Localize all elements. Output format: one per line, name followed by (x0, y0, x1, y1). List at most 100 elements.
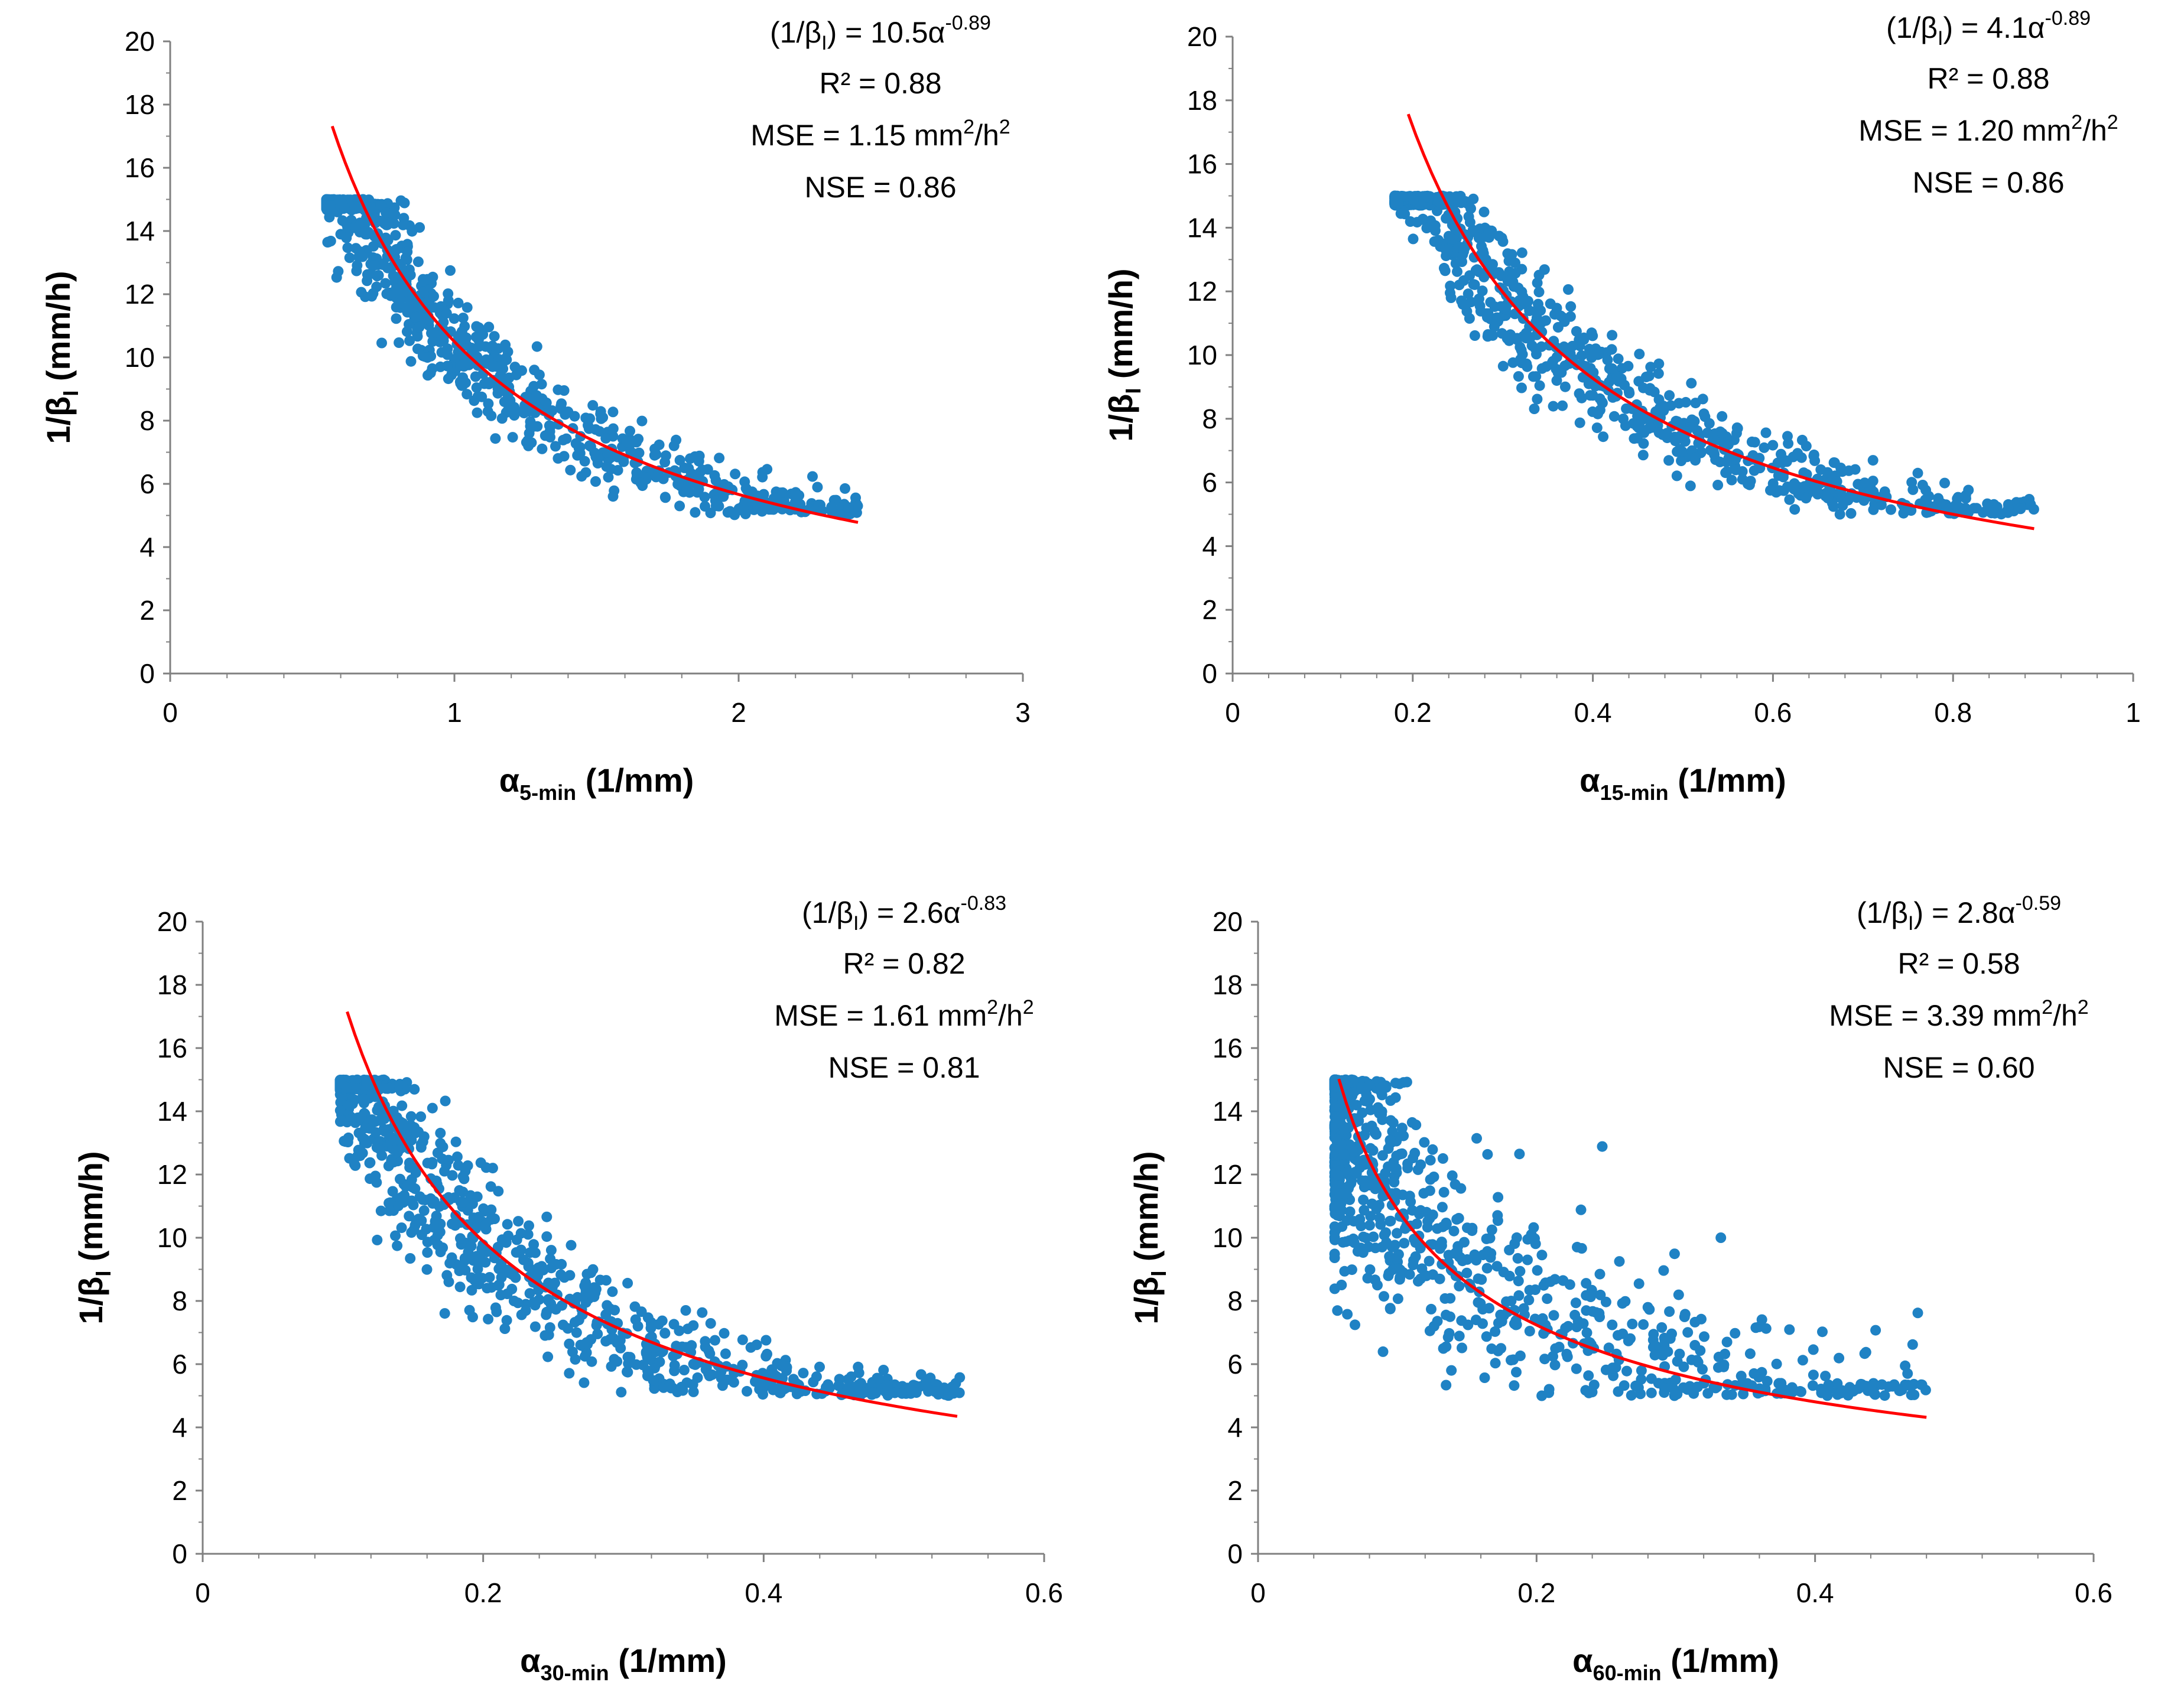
data-point (536, 379, 547, 390)
data-point (1364, 1264, 1376, 1275)
data-point (584, 440, 595, 451)
data-point (757, 471, 768, 483)
y-tick-label: 12 (1213, 1159, 1243, 1190)
data-point (574, 448, 586, 459)
data-point (697, 1307, 708, 1318)
fit-curve (1406, 113, 2034, 531)
data-point (380, 278, 391, 289)
equation-label: (1/βI) = 4.1α-0.89 (1886, 7, 2091, 50)
data-point (1396, 1123, 1408, 1134)
data-point (508, 1296, 519, 1306)
fit-annotation: (1/βI) = 2.6α-0.83 R² = 0.82 MSE = 1.61 mm… (774, 892, 1034, 1084)
data-point (378, 259, 388, 270)
data-point (1585, 390, 1595, 401)
data-point (1753, 1321, 1764, 1332)
data-point (1332, 1170, 1344, 1181)
data-point (576, 471, 587, 482)
data-point (1512, 333, 1523, 344)
data-point (1607, 363, 1618, 374)
data-point (1571, 326, 1582, 337)
data-point (1613, 1330, 1623, 1341)
nse-label: NSE = 0.81 (828, 1051, 980, 1084)
data-point (1332, 1210, 1343, 1221)
data-point (429, 327, 440, 338)
data-point (1532, 393, 1543, 405)
data-point (543, 1295, 554, 1306)
panel-60-min: 0 2 4 6 8 10 12 14 16 18 20 0 0.2 0.4 0.6 α60-min (1/mm… (1127, 892, 2112, 1685)
data-point (714, 453, 725, 464)
data-point (1620, 420, 1631, 431)
data-point (409, 1084, 420, 1095)
data-point (1496, 1343, 1507, 1354)
data-point (1524, 1326, 1535, 1337)
data-point (762, 1348, 772, 1359)
data-point (384, 1198, 395, 1209)
x-tick-label: 0.4 (1574, 697, 1612, 728)
y-tick-label: 0 (1227, 1538, 1243, 1569)
data-point (1357, 1107, 1368, 1118)
data-point (1445, 1293, 1456, 1304)
data-point (1468, 193, 1479, 204)
data-point (1730, 464, 1741, 476)
data-point (1537, 1313, 1548, 1324)
data-point (1868, 1388, 1880, 1399)
data-point (1471, 1133, 1482, 1144)
data-point (1458, 275, 1469, 286)
data-point (603, 471, 614, 483)
data-point (615, 1342, 626, 1354)
data-point (427, 1102, 438, 1114)
data-point (1870, 1325, 1881, 1336)
data-point (473, 1278, 485, 1290)
data-point (1476, 240, 1487, 252)
data-point (740, 483, 752, 494)
data-point (1469, 330, 1480, 341)
data-point (1511, 1232, 1522, 1243)
equation-label: (1/βI) = 10.5α-0.89 (770, 12, 991, 54)
data-point (1581, 1278, 1592, 1289)
data-point (629, 1301, 641, 1312)
x-tick-label: 0 (195, 1577, 210, 1608)
data-point (1558, 341, 1569, 352)
y-tick-label: 6 (1227, 1349, 1243, 1380)
data-point (762, 464, 773, 475)
data-point (1657, 1350, 1668, 1361)
data-point (1592, 349, 1603, 360)
data-point (1659, 1332, 1670, 1343)
data-point (425, 1193, 436, 1204)
y-tick-label: 6 (1202, 467, 1217, 498)
data-point (1524, 305, 1535, 316)
data-point (387, 1143, 398, 1154)
data-point (1773, 1378, 1785, 1389)
data-point (500, 1237, 512, 1248)
data-point (947, 1381, 958, 1393)
data-point (607, 406, 619, 418)
data-point (571, 1327, 582, 1338)
data-point (1364, 1078, 1375, 1089)
data-point (1721, 466, 1733, 477)
data-point (324, 200, 336, 212)
data-point (1674, 1348, 1685, 1359)
data-point (450, 1136, 462, 1147)
data-point (440, 1095, 451, 1107)
data-point (1530, 371, 1542, 382)
data-point (882, 1380, 893, 1391)
data-point (1523, 295, 1533, 307)
y-tick-label: 18 (1213, 970, 1243, 1000)
data-point (414, 321, 425, 333)
data-point (392, 1240, 403, 1251)
data-point (742, 1385, 752, 1397)
data-point (1481, 1233, 1492, 1244)
y-tick-label: 18 (125, 89, 155, 120)
data-point (418, 1205, 430, 1216)
data-point (349, 1159, 360, 1170)
data-point (608, 1333, 619, 1344)
data-point (1329, 1248, 1340, 1260)
data-point (1379, 1229, 1390, 1241)
data-point (752, 502, 763, 512)
data-point (1657, 429, 1668, 440)
y-tick-label: 4 (1202, 531, 1217, 561)
data-point (1637, 450, 1649, 461)
data-point (938, 1382, 950, 1393)
data-point (443, 295, 454, 306)
data-point (1548, 401, 1559, 412)
